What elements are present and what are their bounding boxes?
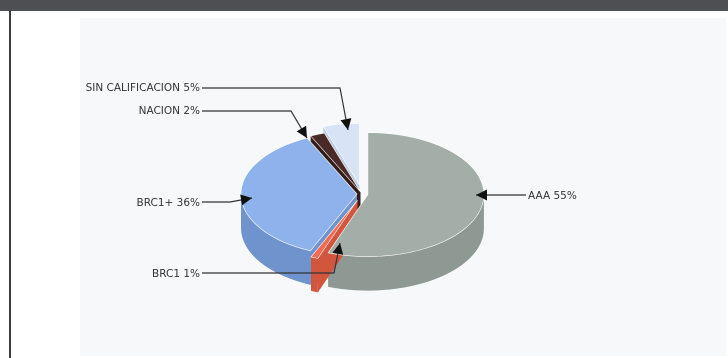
leader-line-sin-calificacion (202, 87, 349, 131)
label-sin-calificacion: SIN CALIFICACION 5% (86, 82, 200, 94)
pie-slice-nacion[interactable] (310, 132, 361, 193)
pie-side-brc1- (241, 194, 311, 285)
leader-arrow-aaa (476, 189, 487, 201)
pie-tops (240, 123, 485, 259)
window-top-bar (0, 0, 728, 11)
leader-line-nacion (202, 110, 308, 139)
leader-arrow-brc1- (240, 194, 252, 206)
pie-side-aaa (328, 194, 484, 291)
pie-slice-sin-calificacion[interactable] (322, 123, 360, 187)
leader-arrow-sin-calificacion (340, 118, 352, 130)
pie-leaders (202, 87, 526, 274)
label-brc1-plus: BRC1+ 36% (137, 197, 200, 209)
pie-slice-aaa[interactable] (327, 132, 485, 257)
label-aaa: AAA 55% (528, 190, 577, 202)
label-brc1: BRC1 1% (152, 268, 200, 280)
leader-arrow-nacion (296, 125, 307, 138)
pie-slice-brc1[interactable] (310, 199, 358, 259)
label-nacion: NACION 2% (139, 105, 200, 117)
leader-arrow-brc1 (332, 243, 344, 255)
